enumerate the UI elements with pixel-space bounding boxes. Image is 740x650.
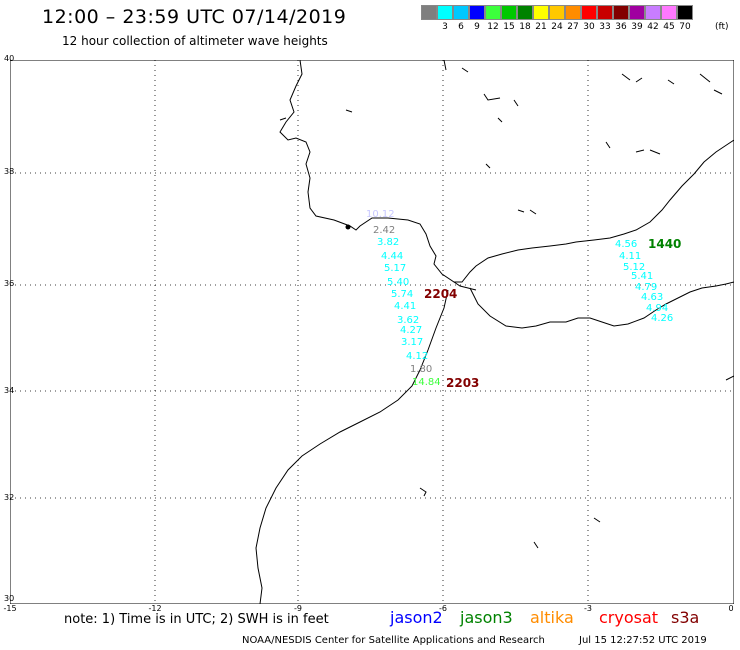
scale-swatch: [437, 5, 453, 20]
scale-swatch: [661, 5, 677, 20]
scale-swatch: [613, 5, 629, 20]
wave-height-label: 4.79: [635, 282, 657, 293]
wave-height-label: 1.80: [410, 364, 432, 375]
scale-label: 9: [474, 22, 480, 32]
scale-label: 3: [442, 22, 448, 32]
wave-height-label: 3.17: [401, 337, 423, 348]
coastline-mediterranean-africa: [469, 281, 734, 329]
pass-time-2204: 2204: [424, 287, 457, 301]
scale-swatch: [501, 5, 517, 20]
scale-swatch: [629, 5, 645, 20]
lon-label-minus6: -6: [439, 604, 447, 613]
coastline-strait: [419, 281, 734, 549]
wave-height-label: 3.82: [377, 237, 399, 248]
lon-label-minus9: -9: [294, 604, 302, 613]
scale-swatch: [533, 5, 549, 20]
wave-height-label: 5.40: [387, 277, 409, 288]
wave-height-label: 4.26: [651, 313, 673, 324]
satellite-altika: altika: [530, 608, 574, 627]
scale-swatch: [517, 5, 533, 20]
wave-height-label: 4.27: [400, 325, 422, 336]
color-scale-labels: 3 6 9 12 15 18 21 24 27 30 33 36 39 42 45 70: [421, 22, 693, 32]
lat-label-36: 36: [4, 279, 15, 288]
pass-time-1440: 1440: [648, 237, 681, 251]
wave-height-label: 3.62: [397, 315, 419, 326]
scale-label: 30: [583, 22, 595, 32]
wave-height-label: 10.12: [366, 209, 395, 220]
map-plot: 10.122.423.824.445.175.405.744.413.624.2…: [10, 60, 734, 604]
wave-height-label: 4.94: [646, 303, 668, 314]
color-scale: [421, 5, 693, 20]
lon-label-minus15: -15: [3, 604, 17, 613]
scale-label: 39: [631, 22, 643, 32]
coastline-africa: [255, 289, 449, 604]
color-scale-unit: (ft): [715, 22, 729, 32]
scale-swatch: [565, 5, 581, 20]
map-frame: [10, 60, 734, 604]
scale-label: 45: [663, 22, 675, 32]
map-subtitle: 12 hour collection of altimeter wave hei…: [62, 34, 328, 48]
lat-label-30: 30: [4, 594, 15, 603]
satellite-jason2: jason2: [390, 608, 443, 627]
scale-label: 36: [615, 22, 627, 32]
scale-label: 12: [487, 22, 499, 32]
scale-swatch: [453, 5, 469, 20]
wave-height-label: 4.11: [619, 251, 641, 262]
wave-height-label: 2.42: [373, 225, 395, 236]
scale-label: 6: [458, 22, 464, 32]
credit-line: NOAA/NESDIS Center for Satellite Applica…: [242, 635, 545, 646]
satellite-cryosat: cryosat: [599, 608, 659, 627]
lon-label-minus3: -3: [584, 604, 592, 613]
scale-swatch: [469, 5, 485, 20]
wave-height-label: 4.12: [406, 351, 428, 362]
wave-height-label: 5.41: [631, 271, 653, 282]
wave-height-label: 5.17: [384, 263, 406, 274]
scale-label: 27: [567, 22, 579, 32]
wave-height-label: 4.56: [615, 239, 637, 250]
lat-label-34: 34: [4, 386, 15, 395]
scale-label: 24: [551, 22, 563, 32]
graticule: [10, 60, 734, 604]
wave-height-label: 4.44: [381, 251, 403, 262]
satellite-s3a: s3a: [671, 608, 700, 627]
wave-height-label: 4.41: [394, 301, 416, 312]
lat-label-40: 40: [4, 54, 15, 63]
wave-height-label: 5.74: [391, 289, 413, 300]
scale-swatch: [549, 5, 565, 20]
wave-height-label: 14.84: [412, 377, 441, 388]
scale-label: 33: [599, 22, 611, 32]
wave-height-label: 4.63: [641, 292, 663, 303]
pass-time-2203: 2203: [446, 376, 479, 390]
scale-label: 42: [647, 22, 659, 32]
cape-marker: [345, 224, 351, 230]
east-track: 4.564.115.125.414.794.634.944.26: [615, 239, 673, 324]
scale-label: 15: [503, 22, 515, 32]
wave-height-label: 5.12: [623, 262, 645, 273]
scale-swatch: [581, 5, 597, 20]
coastline-iberia: [279, 60, 734, 283]
satellite-jason3: jason3: [460, 608, 513, 627]
west-track: 10.12 2.423.82 4.445.17 5.405.744.41 3.624.2…: [366, 209, 441, 388]
lon-label-0: 0: [728, 604, 734, 613]
lat-label-38: 38: [4, 167, 15, 176]
scale-swatch: [485, 5, 501, 20]
scale-label: 70: [679, 22, 691, 32]
footer-note: note: 1) Time is in UTC; 2) SWH is in fe…: [64, 612, 329, 627]
coastline-islands: [279, 60, 723, 215]
scale-swatch: [645, 5, 661, 20]
scale-label: 21: [535, 22, 547, 32]
map-title: 12:00 – 23:59 UTC 07/14/2019: [42, 6, 347, 28]
scale-label: 18: [519, 22, 531, 32]
lon-label-minus12: -12: [148, 604, 162, 613]
credit-timestamp: Jul 15 12:27:52 UTC 2019: [579, 635, 707, 646]
scale-swatch: [677, 5, 693, 20]
scale-swatch: [597, 5, 613, 20]
scale-swatch: [421, 5, 437, 20]
lat-label-32: 32: [4, 493, 15, 502]
